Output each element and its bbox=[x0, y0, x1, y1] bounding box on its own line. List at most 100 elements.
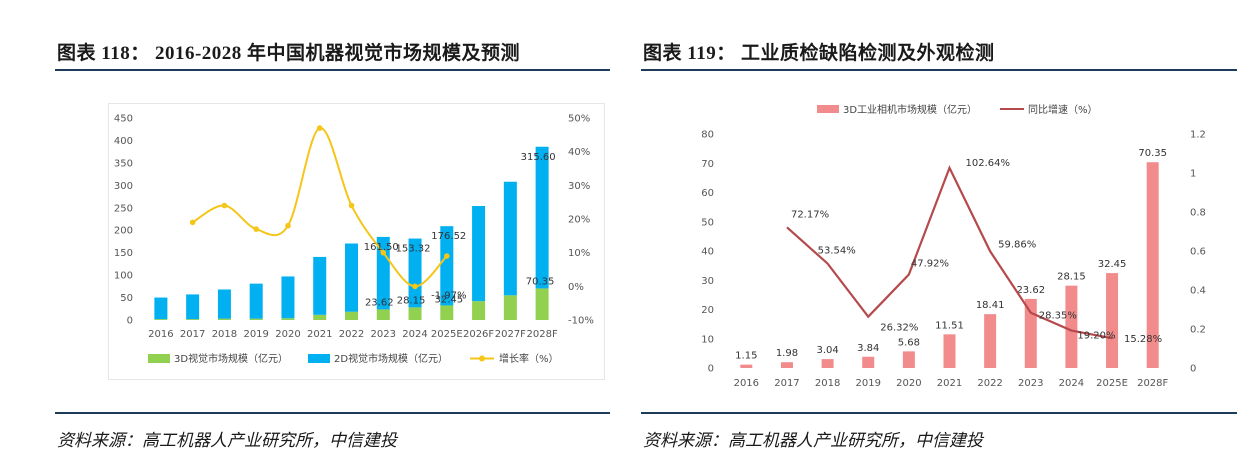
bar-3d bbox=[186, 319, 200, 320]
right-y-tick-label: 1.2 bbox=[1190, 130, 1206, 141]
left-y-tick-label: 40 bbox=[701, 247, 714, 258]
x-tick-label: 2022 bbox=[977, 378, 1002, 389]
bar-3d-camera bbox=[902, 351, 915, 368]
line-data-label: 28.35% bbox=[1039, 311, 1077, 322]
right-y-tick-label: 0.6 bbox=[1190, 247, 1206, 258]
left-source: 资料来源：高工机器人产业研究所，中信建投 bbox=[57, 431, 397, 450]
legend-swatch-bar bbox=[817, 105, 839, 113]
data-label: 32.45 bbox=[434, 294, 463, 305]
bar-3d-camera bbox=[821, 359, 834, 368]
left-y-tick-label: 400 bbox=[114, 136, 133, 147]
growth-rate-point bbox=[412, 283, 418, 290]
left-chart-frame bbox=[108, 103, 605, 380]
legend-label-bar: 3D工业相机市场规模（亿元） bbox=[843, 103, 977, 116]
x-tick-label: 2025E bbox=[1096, 378, 1128, 389]
x-tick-label: 2021 bbox=[937, 378, 962, 389]
legend-label-2d: 2D视觉市场规模（亿元） bbox=[334, 352, 448, 365]
bar-2d bbox=[345, 243, 358, 312]
x-tick-label: 2017 bbox=[774, 378, 799, 389]
left-y-tick-label: 50 bbox=[120, 293, 133, 304]
left-y-tick-label: 300 bbox=[114, 181, 133, 192]
bar-3d-camera bbox=[1024, 298, 1037, 368]
right-y-tick-label: 0.2 bbox=[1190, 325, 1206, 336]
bar-2d bbox=[154, 297, 168, 320]
data-label: 23.62 bbox=[365, 297, 394, 308]
bar-2d bbox=[281, 276, 295, 319]
left-y-tick-label: 80 bbox=[701, 130, 714, 141]
legend-marker-growth bbox=[479, 355, 485, 362]
bar-2d bbox=[535, 146, 549, 289]
right-y-tick-label: -10% bbox=[568, 316, 594, 327]
bar-3d-camera bbox=[1106, 273, 1119, 368]
x-tick-label: 2021 bbox=[307, 329, 332, 340]
bar-data-label: 3.84 bbox=[857, 343, 879, 354]
x-tick-label: 2028F bbox=[527, 329, 558, 340]
growth-rate-point bbox=[444, 253, 450, 259]
x-tick-label: 2020 bbox=[275, 329, 300, 340]
left-y-tick-label: 350 bbox=[114, 158, 133, 169]
bar-3d bbox=[154, 319, 168, 320]
bar-3d bbox=[408, 307, 422, 320]
right-y-tick-label: 40% bbox=[568, 147, 590, 158]
x-tick-label: 2018 bbox=[815, 378, 840, 389]
legend-swatch-2d bbox=[308, 354, 330, 363]
bar-data-label: 1.98 bbox=[776, 348, 798, 359]
bar-data-label: 23.62 bbox=[1016, 285, 1045, 296]
left-bottom-rule bbox=[55, 412, 610, 414]
bar-2d bbox=[503, 181, 517, 296]
left-y-tick-label: 10 bbox=[701, 334, 714, 345]
bar-2d bbox=[440, 226, 454, 306]
x-tick-label: 2028F bbox=[1137, 378, 1168, 389]
bar-2d bbox=[217, 289, 231, 319]
bar-3d-camera bbox=[780, 362, 793, 368]
left-y-tick-label: 20 bbox=[701, 305, 714, 316]
bar-3d bbox=[313, 314, 327, 320]
right-bottom-rule bbox=[641, 412, 1237, 414]
left-y-tick-label: 450 bbox=[114, 114, 133, 125]
left-y-tick-label: 50 bbox=[701, 217, 714, 228]
data-label: -1.97% bbox=[431, 290, 466, 301]
legend-label-growth: 增长率（%） bbox=[499, 352, 559, 365]
x-tick-label: 2023 bbox=[371, 329, 396, 340]
bar-3d-camera bbox=[862, 356, 875, 368]
bar-3d-camera bbox=[943, 334, 956, 368]
line-data-label: 102.64% bbox=[966, 158, 1011, 169]
line-data-label: 47.92% bbox=[911, 259, 949, 270]
data-label: 28.15 bbox=[397, 295, 426, 306]
bar-data-label: 18.41 bbox=[976, 300, 1005, 311]
right-y-tick-label: 0.4 bbox=[1190, 286, 1206, 297]
bar-data-label: 28.15 bbox=[1057, 272, 1086, 283]
bar-3d bbox=[503, 295, 517, 320]
bar-data-label: 11.51 bbox=[935, 320, 964, 331]
x-tick-label: 2026F bbox=[463, 329, 494, 340]
x-tick-label: 2023 bbox=[1018, 378, 1043, 389]
bar-data-label: 70.35 bbox=[1138, 148, 1167, 159]
yoy-growth-line bbox=[786, 165, 1113, 340]
x-tick-label: 2017 bbox=[180, 329, 205, 340]
x-tick-label: 2024 bbox=[1059, 378, 1084, 389]
data-label: 176.52 bbox=[431, 231, 466, 242]
left-y-tick-label: 250 bbox=[114, 203, 133, 214]
line-data-label: 19.20% bbox=[1077, 331, 1115, 342]
bar-3d bbox=[376, 309, 390, 320]
left-chart-title: 图表 118： 2016-2028 年中国机器视觉市场规模及预测 bbox=[57, 43, 521, 64]
bar-3d-camera bbox=[1146, 162, 1159, 368]
bar-3d-camera bbox=[1065, 285, 1078, 368]
x-tick-label: 2016 bbox=[148, 329, 173, 340]
bar-data-label: 1.15 bbox=[735, 351, 757, 362]
bar-2d bbox=[472, 205, 486, 302]
bar-3d bbox=[249, 318, 263, 320]
line-data-label: 53.54% bbox=[818, 246, 856, 257]
right-y-tick-label: 20% bbox=[568, 215, 590, 226]
legend-label-yoy: 同比增速（%） bbox=[1028, 103, 1098, 116]
bar-3d-camera bbox=[740, 364, 753, 368]
right-y-tick-label: 30% bbox=[568, 181, 590, 192]
x-tick-label: 2024 bbox=[402, 329, 427, 340]
growth-rate-point bbox=[348, 202, 355, 209]
line-data-label: 59.86% bbox=[998, 239, 1036, 250]
left-y-tick-label: 0 bbox=[127, 316, 133, 327]
right-y-tick-label: 10% bbox=[568, 248, 590, 259]
growth-rate-point bbox=[253, 226, 259, 232]
